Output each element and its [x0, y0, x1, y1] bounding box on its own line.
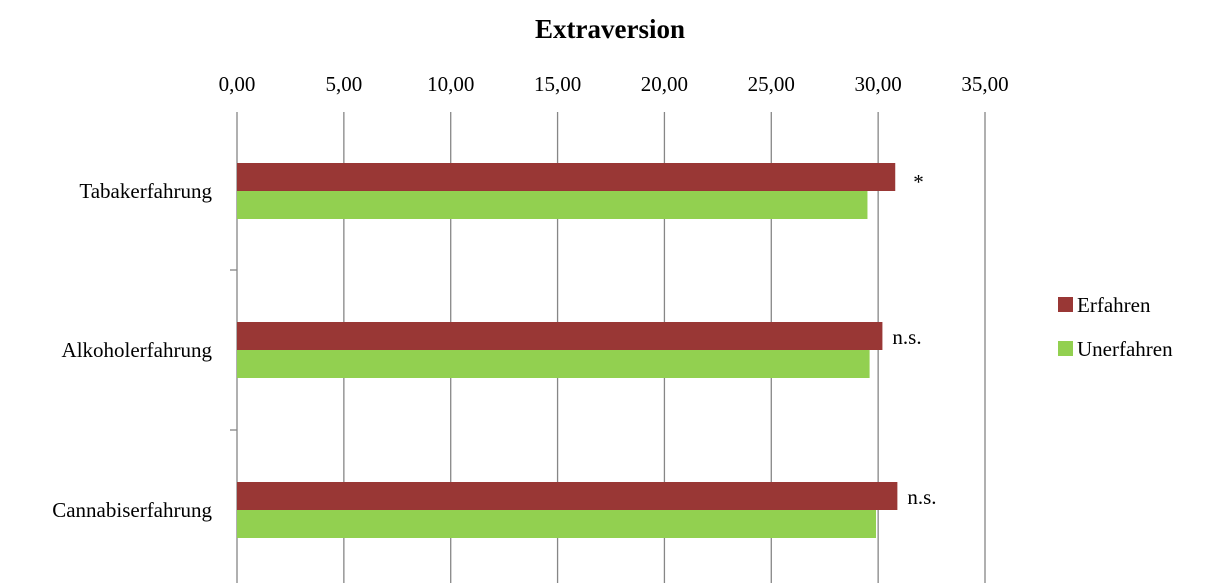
tick-label: 30,00	[855, 72, 902, 96]
tick-label: 0,00	[219, 72, 256, 96]
significance-annotations: * n.s. n.s.	[892, 170, 936, 509]
category-label: Cannabiserfahrung	[52, 498, 212, 522]
tick-label: 25,00	[748, 72, 795, 96]
bars	[237, 163, 898, 538]
bar-unerfahren-tabakerfahrung	[237, 191, 868, 219]
legend-swatch-erfahren	[1058, 297, 1073, 312]
bar-unerfahren-alkoholerfahrung	[237, 350, 870, 378]
legend-label-erfahren: Erfahren	[1077, 293, 1151, 317]
bar-unerfahren-cannabiserfahrung	[237, 510, 877, 538]
category-label: Tabakerfahrung	[79, 179, 212, 203]
legend-swatch-unerfahren	[1058, 341, 1073, 356]
bar-erfahren-tabakerfahrung	[237, 163, 896, 191]
category-labels: Tabakerfahrung Alkoholerfahrung Cannabiser…	[52, 179, 212, 522]
tick-label: 10,00	[427, 72, 474, 96]
significance-label: n.s.	[892, 325, 921, 349]
chart-title: Extraversion	[535, 14, 685, 44]
bar-erfahren-alkoholerfahrung	[237, 322, 883, 350]
significance-label: *	[913, 170, 924, 194]
x-axis-ticks: 0,00 5,00 10,00 15,00 20,00 25,00 30,00 35,00	[219, 72, 1009, 96]
tick-label: 20,00	[641, 72, 688, 96]
tick-label: 35,00	[961, 72, 1008, 96]
legend: Erfahren Unerfahren	[1058, 293, 1173, 361]
category-label: Alkoholerfahrung	[62, 338, 213, 362]
tick-label: 5,00	[325, 72, 362, 96]
significance-label: n.s.	[907, 485, 936, 509]
bar-erfahren-cannabiserfahrung	[237, 482, 898, 510]
legend-label-unerfahren: Unerfahren	[1077, 337, 1173, 361]
tick-label: 15,00	[534, 72, 581, 96]
